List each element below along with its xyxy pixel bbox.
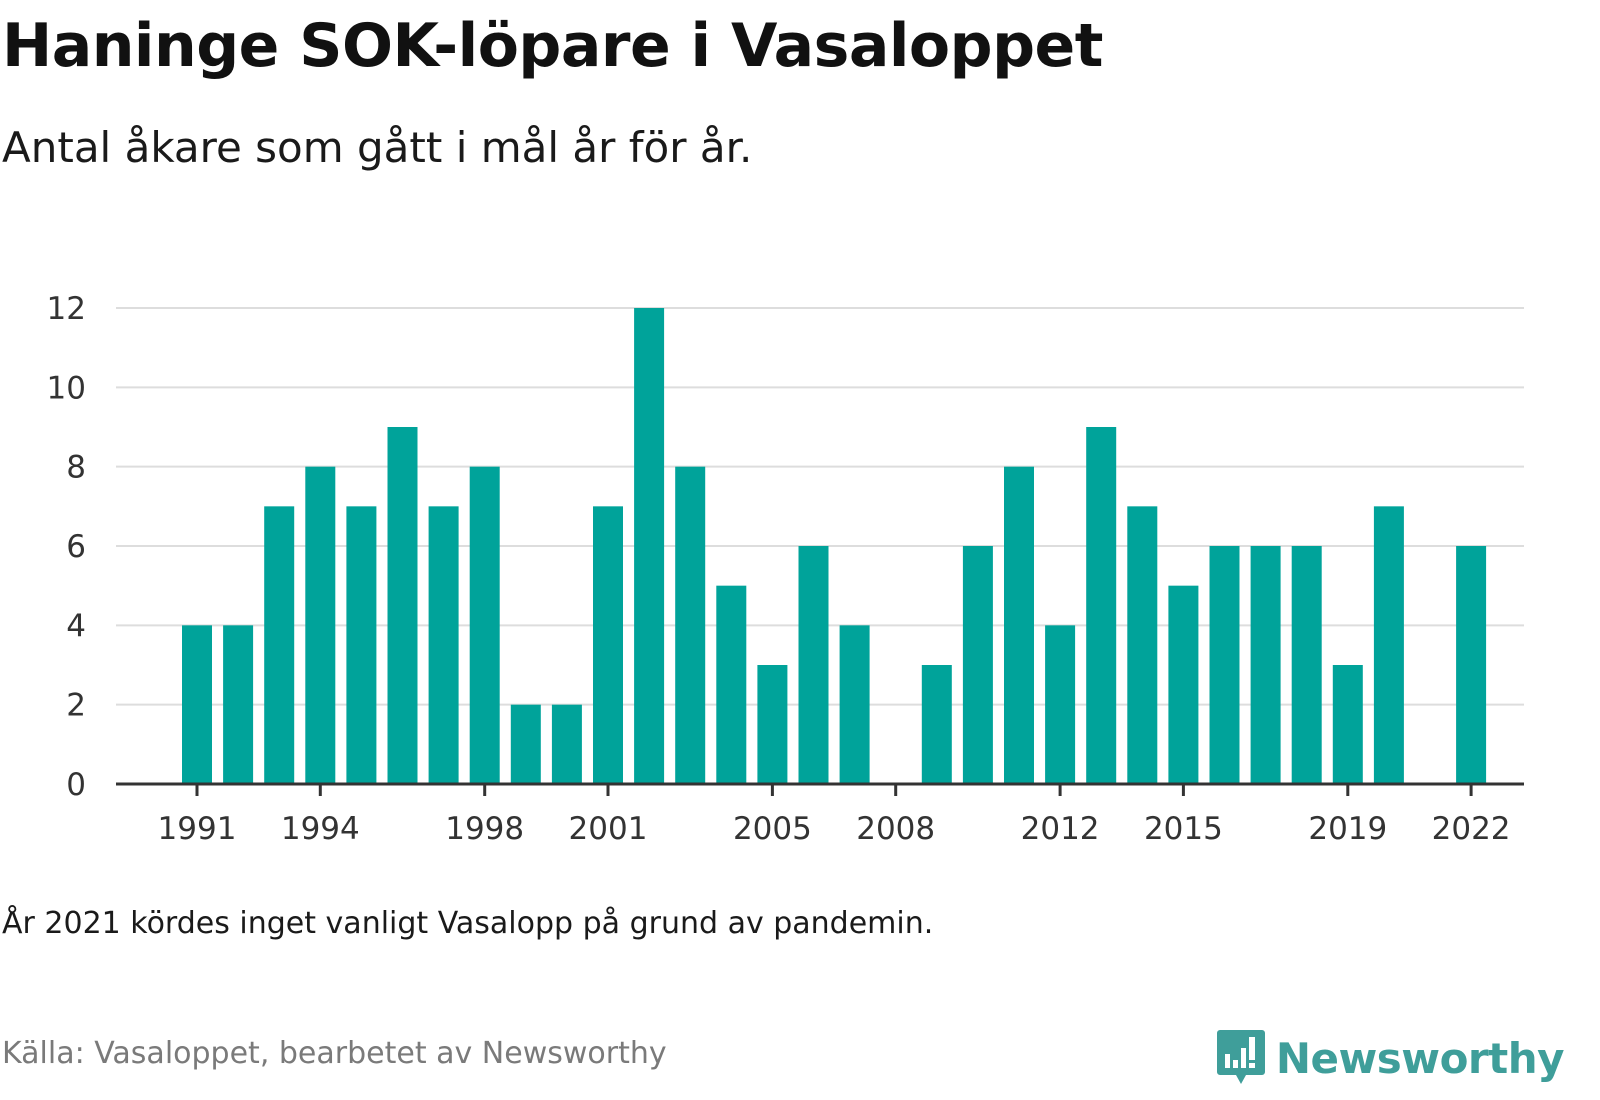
x-tick-label: 2019 xyxy=(1308,811,1387,847)
y-tick-label: 2 xyxy=(66,688,86,724)
brand-name: Newsworthy xyxy=(1275,1033,1565,1083)
bar-1995 xyxy=(346,506,377,784)
newsworthy-bubble-icon xyxy=(1216,1030,1265,1084)
x-axis-labels: 1991 1994 1998 2001 2005 2008 2012 2015 2019 2022 xyxy=(158,811,1511,847)
x-tick-label: 2008 xyxy=(856,811,935,847)
x-tick-label: 2005 xyxy=(733,811,812,847)
bar-2013 xyxy=(1086,427,1117,784)
bar-2003 xyxy=(675,466,706,784)
bar-1992 xyxy=(223,625,254,784)
x-tick-label: 2001 xyxy=(569,811,648,847)
y-tick-label: 0 xyxy=(66,767,86,803)
bar-2017 xyxy=(1250,546,1281,784)
bar-2007 xyxy=(839,625,870,784)
bar-2004 xyxy=(716,585,747,784)
y-tick-label: 4 xyxy=(66,608,86,644)
y-tick-label: 8 xyxy=(66,450,86,486)
bar-2000 xyxy=(551,704,582,784)
bar-2012 xyxy=(1045,625,1076,784)
bar-2015 xyxy=(1168,585,1199,784)
bar-2020 xyxy=(1373,506,1404,784)
source-credit: Källa: Vasaloppet, bearbetet av Newswort… xyxy=(2,1036,667,1071)
bar-2005 xyxy=(757,665,788,784)
x-axis xyxy=(116,782,1524,796)
bar-2010 xyxy=(962,546,993,784)
bar-2018 xyxy=(1291,546,1322,784)
bar-1998 xyxy=(469,466,500,784)
x-tick-label: 2012 xyxy=(1021,811,1100,847)
bar-2006 xyxy=(798,546,829,784)
bars xyxy=(182,308,1487,784)
bar-1997 xyxy=(428,506,459,784)
bar-2016 xyxy=(1209,546,1240,784)
newsworthy-logo: Newsworthy xyxy=(1216,1022,1565,1094)
x-tick-label: 1991 xyxy=(158,811,237,847)
x-tick-label: 2015 xyxy=(1144,811,1223,847)
y-tick-label: 10 xyxy=(47,370,86,406)
bar-2022 xyxy=(1456,546,1487,784)
bar-2014 xyxy=(1127,506,1158,784)
chart-title: Haninge SOK-löpare i Vasaloppet xyxy=(2,11,1103,81)
x-tick-label: 1994 xyxy=(281,811,360,847)
y-tick-label: 12 xyxy=(47,291,86,327)
x-tick-label: 1998 xyxy=(445,811,524,847)
bar-1996 xyxy=(387,427,418,784)
bar-1993 xyxy=(264,506,295,784)
bar-2011 xyxy=(1004,466,1034,784)
chart-subtitle: Antal åkare som gått i mål år för år. xyxy=(2,123,753,172)
bar-2019 xyxy=(1332,665,1363,784)
x-tick-label: 2022 xyxy=(1432,811,1511,847)
bar-chart: 0 2 4 6 8 10 12 1991 1994 1998 2001 2005 2008 2012 20… xyxy=(47,291,1524,847)
bar-1991 xyxy=(182,625,212,784)
chart-note: År 2021 kördes inget vanligt Vasalopp på… xyxy=(2,906,934,941)
y-tick-label: 6 xyxy=(66,529,86,565)
bar-1999 xyxy=(510,704,541,784)
bar-1994 xyxy=(305,466,336,784)
bar-2002 xyxy=(634,308,665,784)
y-axis-labels: 0 2 4 6 8 10 12 xyxy=(47,291,86,803)
bar-2009 xyxy=(921,665,952,784)
bar-2001 xyxy=(593,506,623,784)
